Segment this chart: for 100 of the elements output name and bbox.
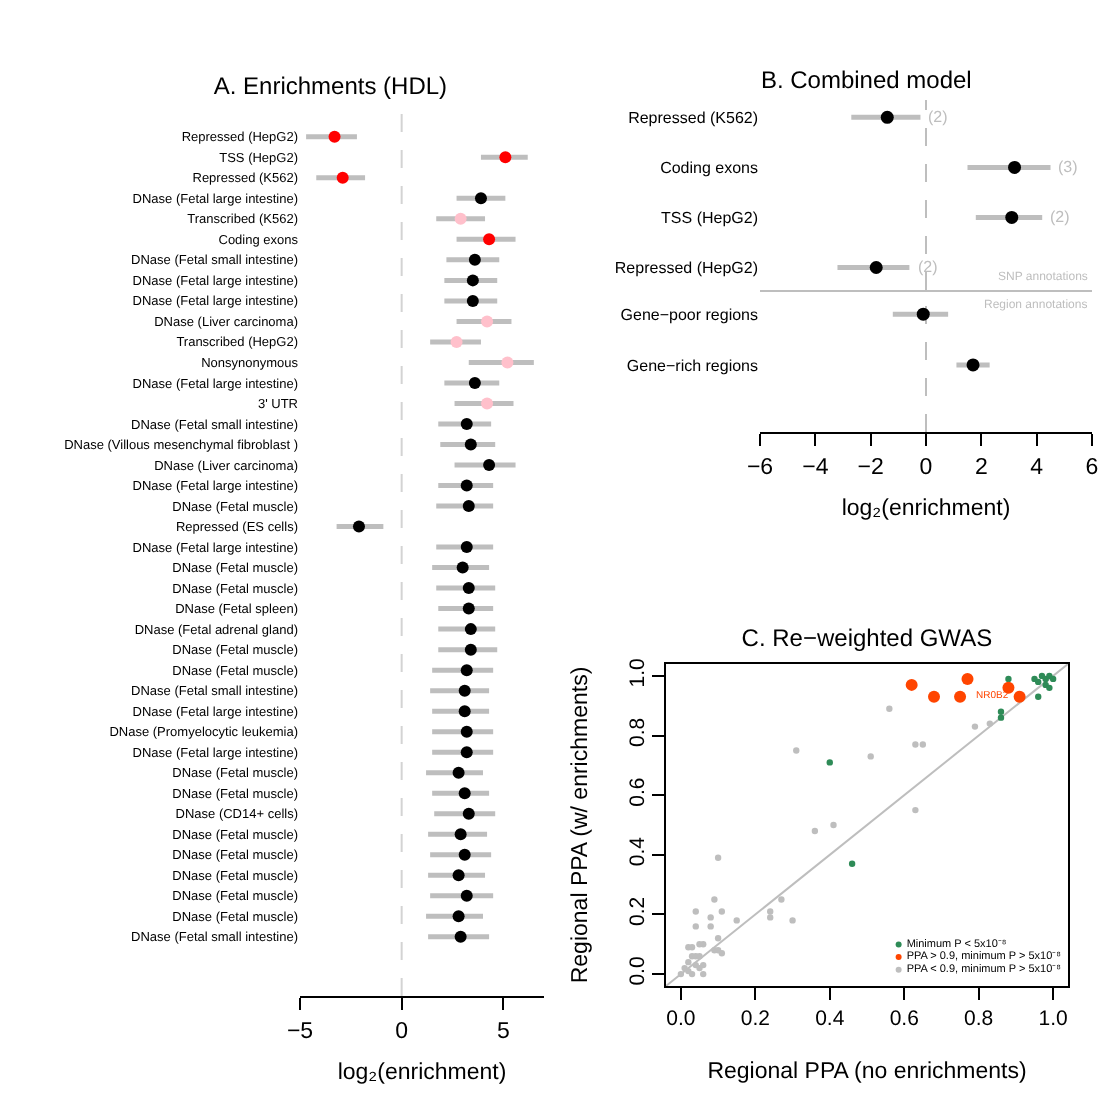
point [452, 910, 465, 923]
point [328, 130, 341, 143]
point [1035, 693, 1042, 700]
point [336, 171, 349, 184]
y-tick-label: Repressed (K562) [628, 108, 759, 127]
point [466, 294, 479, 307]
point [460, 725, 473, 738]
point [1049, 675, 1057, 683]
point [501, 356, 514, 369]
point [767, 914, 774, 921]
point [793, 747, 800, 754]
x-tick-label: −2 [857, 455, 884, 480]
point [462, 500, 475, 513]
point [468, 253, 481, 266]
point [830, 821, 837, 829]
point [1035, 678, 1042, 686]
point [462, 582, 475, 595]
point [886, 705, 893, 712]
point [971, 723, 979, 730]
point [707, 923, 714, 930]
chart-title: C. Re−weighted GWAS [741, 624, 993, 653]
point [460, 889, 473, 902]
point [677, 970, 685, 978]
annotation: (2) [918, 258, 939, 276]
point [954, 690, 967, 703]
point [700, 961, 707, 969]
point [997, 714, 1005, 721]
point [928, 690, 940, 703]
point [811, 827, 819, 835]
point [1005, 210, 1019, 224]
x-tick-label: 6 [1085, 455, 1099, 480]
point [912, 741, 919, 748]
point [483, 233, 496, 246]
point [767, 908, 774, 915]
x-axis-title: Regional PPA (no enrichments) [707, 1060, 1027, 1085]
point [867, 753, 874, 760]
y-tick-label: 0.6 [625, 777, 650, 807]
annotation: (2) [928, 108, 949, 126]
point [905, 678, 918, 691]
y-tick-label: 0.4 [625, 836, 650, 867]
point [454, 828, 467, 841]
point [718, 908, 726, 915]
point [464, 643, 477, 656]
y-tick-label: 0.2 [625, 896, 650, 926]
point [460, 479, 473, 492]
point [961, 672, 974, 685]
point [1013, 690, 1026, 703]
point [733, 917, 740, 924]
point [458, 684, 471, 697]
point [1005, 675, 1012, 683]
point [826, 759, 833, 766]
chart-title: B. Combined model [760, 66, 972, 95]
y-tick-label: TSS (HepG2) [661, 209, 759, 228]
y-tick-label: 0.0 [625, 956, 650, 986]
point [454, 930, 467, 943]
x-tick-label: 0.6 [889, 1007, 920, 1032]
point [1008, 160, 1022, 174]
point [466, 274, 479, 287]
point [692, 923, 699, 930]
point [474, 192, 487, 205]
point [468, 376, 481, 389]
point [460, 541, 473, 554]
x-tick-label: 2 [974, 455, 988, 480]
point [460, 417, 473, 430]
point [789, 917, 796, 924]
x-axis-title: log₂(enrichment) [337, 1060, 507, 1085]
x-tick-label: 0.8 [964, 1007, 994, 1032]
y-tick-label: 0.8 [625, 717, 650, 748]
point [848, 860, 856, 867]
point [714, 935, 722, 942]
chart-title: A. Enrichments (HDL) [213, 72, 448, 101]
x-tick-label: 1.0 [1038, 1007, 1069, 1032]
x-tick-label: 0 [919, 455, 933, 480]
point [912, 806, 919, 814]
point [454, 212, 467, 225]
point [452, 766, 465, 779]
point [464, 438, 477, 451]
point [986, 720, 994, 727]
point [707, 914, 714, 921]
point [456, 561, 469, 574]
point [714, 854, 722, 861]
point [481, 397, 494, 410]
y-axis-title: Regional PPA (w/ enrichments) [568, 666, 593, 984]
y-tick-label: Gene−poor regions [620, 305, 758, 324]
point [711, 896, 718, 903]
point [458, 848, 471, 861]
point [919, 741, 927, 748]
x-tick-label: −4 [802, 455, 830, 480]
point [481, 315, 494, 328]
point [880, 110, 894, 124]
x-tick-label: 4 [1030, 455, 1045, 480]
point [460, 746, 473, 759]
annotation: (3) [1058, 158, 1079, 176]
x-tick-label: −5 [286, 1019, 314, 1044]
point [483, 459, 496, 471]
x-tick-label: −6 [746, 455, 774, 480]
y-tick-label: 1.0 [625, 657, 650, 688]
point [499, 151, 512, 164]
point [352, 520, 365, 533]
y-tick-label: Repressed (HepG2) [614, 259, 759, 278]
